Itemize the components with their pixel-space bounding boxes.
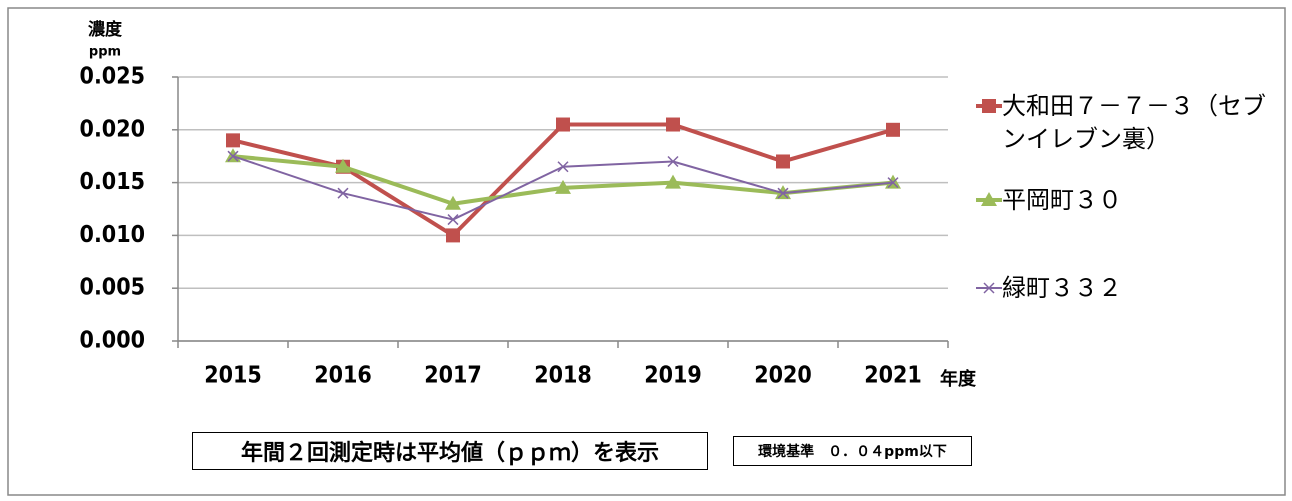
marker <box>886 122 900 137</box>
y-axis-label: 濃度 <box>88 19 123 40</box>
y-tick-label: 0.000 <box>80 328 145 354</box>
note-box: 環境基準 ０．０４ppm以下 <box>733 436 972 466</box>
legend-entry: 大和田７－７－３（セブンイレブン裏） <box>976 90 1276 156</box>
x-tick-label: 2019 <box>644 363 702 389</box>
marker <box>776 154 790 169</box>
legend-swatch <box>976 192 1002 206</box>
marker <box>665 174 681 189</box>
legend-swatch <box>976 99 1002 113</box>
x-tick-label: 2018 <box>534 363 592 389</box>
x-tick-label: 2015 <box>204 363 262 389</box>
marker <box>982 99 996 113</box>
y-tick-label: 0.025 <box>80 64 145 90</box>
marker <box>446 228 460 243</box>
marker <box>981 192 997 206</box>
annotation: 環境基準 ０．０４ppm以下 <box>758 444 947 460</box>
legend-swatch <box>976 282 1002 294</box>
chart-border <box>7 7 1286 496</box>
legend-entry: 緑町３３２ <box>976 272 1276 305</box>
annotation: 年間２回測定時は平均値（ｐｐｍ）を表示 <box>240 441 659 466</box>
marker <box>335 158 351 173</box>
x-tick-label: 2021 <box>864 363 922 389</box>
legend-entry: 平岡町３０ <box>976 184 1276 217</box>
marker <box>555 179 571 194</box>
x-tick-label: 2017 <box>424 363 482 389</box>
marker <box>227 150 239 162</box>
y-tick-label: 0.010 <box>80 222 145 248</box>
marker <box>557 161 569 173</box>
y-tick-label: 0.005 <box>80 275 145 301</box>
legend-label: 緑町３３２ <box>1002 274 1122 302</box>
marker <box>337 187 349 199</box>
x-axis-label: 年度 <box>940 368 977 390</box>
y-tick-label: 0.015 <box>80 169 145 195</box>
marker <box>887 177 899 189</box>
x-tick-label: 2020 <box>754 363 812 389</box>
marker <box>445 195 461 210</box>
marker <box>777 187 789 199</box>
y-tick-label: 0.020 <box>80 116 145 142</box>
marker <box>983 282 995 294</box>
y-axis-unit: ppm <box>89 45 121 60</box>
note-box: 年間２回測定時は平均値（ｐｐｍ）を表示 <box>192 432 708 470</box>
x-tick-label: 2016 <box>314 363 372 389</box>
marker <box>447 214 459 226</box>
marker <box>667 155 679 168</box>
legend-label: 大和田７－７－３（セブンイレブン裏） <box>1002 92 1266 153</box>
marker <box>666 117 680 132</box>
marker <box>226 133 240 148</box>
marker <box>556 117 570 132</box>
legend-label: 平岡町３０ <box>1002 186 1122 214</box>
